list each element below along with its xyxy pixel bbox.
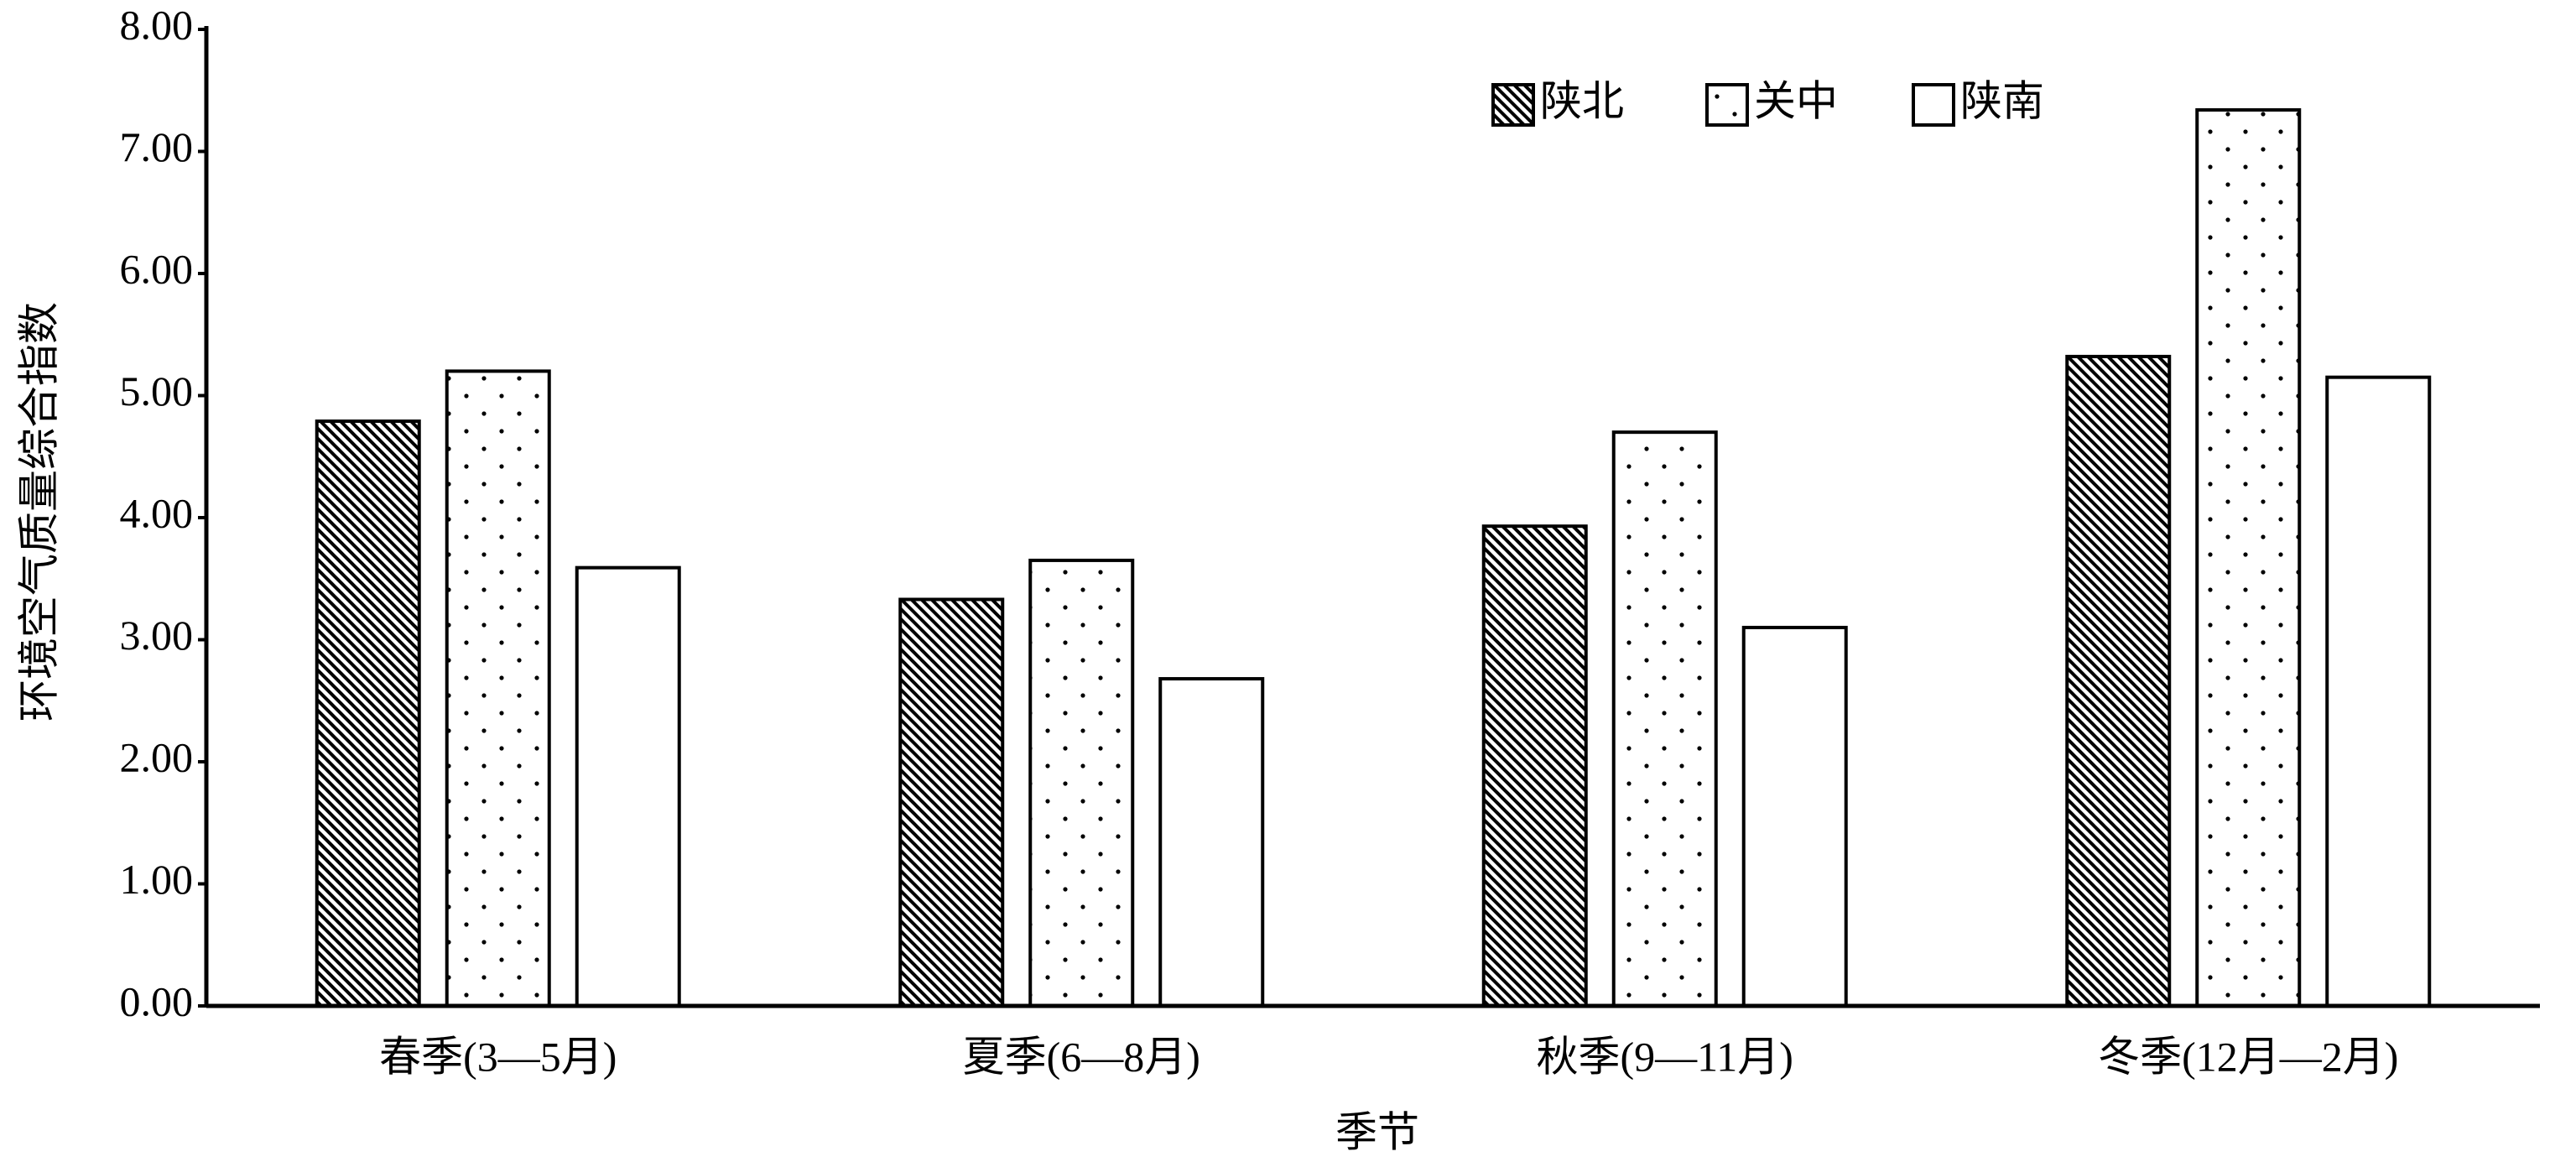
bar xyxy=(1611,430,1718,1008)
y-tick-label: 5.00 xyxy=(120,367,194,414)
bar xyxy=(1481,524,1588,1008)
bar xyxy=(898,597,1005,1008)
legend-label: 陕南 xyxy=(1960,77,2044,124)
legend-swatch xyxy=(1491,83,1535,127)
y-tick-label: 3.00 xyxy=(120,612,194,659)
y-tick-label: 8.00 xyxy=(120,1,194,48)
bar xyxy=(1741,625,1848,1008)
y-tick-label: 0.00 xyxy=(120,977,194,1024)
y-tick-label: 4.00 xyxy=(120,489,194,536)
x-tick-label: 秋季(9—11月) xyxy=(1537,1033,1793,1080)
bar xyxy=(1028,558,1135,1008)
y-tick-label: 1.00 xyxy=(120,856,194,903)
bar xyxy=(445,369,551,1008)
x-tick-label: 夏季(6—8月) xyxy=(963,1033,1200,1080)
bar xyxy=(575,565,681,1008)
x-tick-label: 冬季(12月—2月) xyxy=(2098,1033,2398,1080)
legend-label: 关中 xyxy=(1754,77,1838,124)
x-axis-title: 季节 xyxy=(1335,1108,1419,1155)
bar xyxy=(315,419,421,1008)
bar xyxy=(1158,677,1265,1008)
legend-swatch xyxy=(1912,83,1955,127)
y-axis-title: 环境空气质量综合指数 xyxy=(15,302,62,722)
legend-label: 陕北 xyxy=(1540,77,1624,124)
y-tick-label: 2.00 xyxy=(120,733,194,780)
bar xyxy=(2325,375,2432,1008)
bar xyxy=(2065,354,2172,1008)
y-tick-label: 6.00 xyxy=(120,245,194,292)
y-tick-label: 7.00 xyxy=(120,123,194,170)
x-tick-label: 春季(3—5月) xyxy=(379,1033,617,1080)
bar xyxy=(2195,108,2302,1008)
legend-swatch xyxy=(1705,83,1749,127)
